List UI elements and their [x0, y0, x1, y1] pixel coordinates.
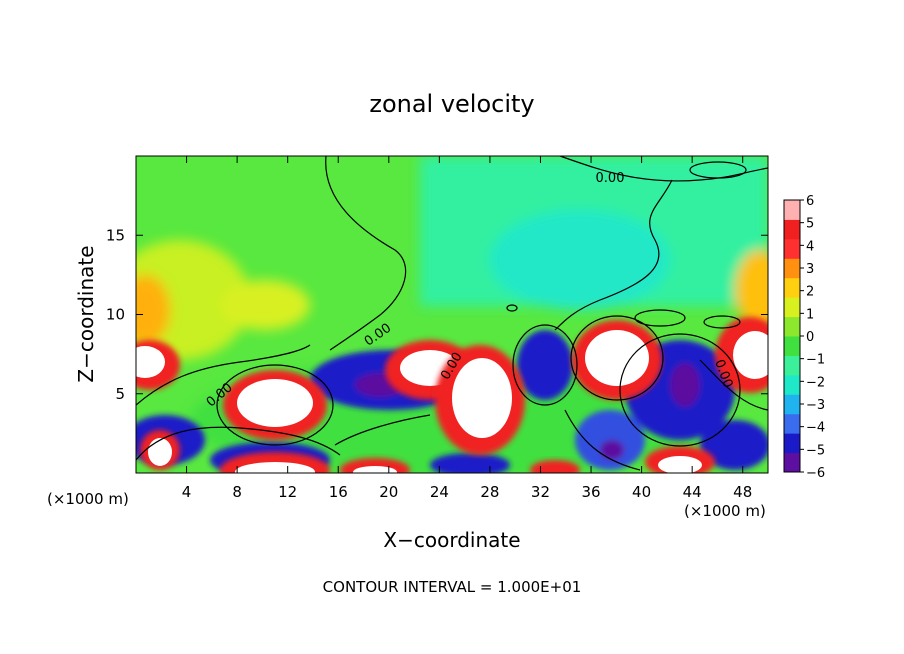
x-tick-label: 36: [581, 483, 600, 501]
colorbar-swatch: [784, 374, 800, 395]
contour-loop: [570, 315, 664, 401]
contour-line: [325, 156, 407, 351]
colorbar-swatch: [784, 355, 800, 376]
pos-cell-core: [585, 330, 649, 386]
contour-line: [136, 344, 311, 406]
colorbar-swatch: [784, 238, 800, 259]
contour-interval-note: CONTOUR INTERVAL = 1.000E+01: [323, 578, 582, 596]
colorbar-swatch: [784, 297, 800, 318]
chart-title: zonal velocity: [369, 90, 534, 118]
x-tick-label: 28: [480, 483, 499, 501]
colorbar-swatch: [784, 433, 800, 454]
field-left-orange: [136, 275, 170, 345]
pos-cell-core: [733, 331, 768, 379]
field-mid-yellow: [220, 280, 310, 330]
pos-cell-core: [353, 466, 397, 473]
x-tick-label: 4: [182, 483, 192, 501]
plot-area: 0.00 0.00 0.00 0.00 0.00: [136, 156, 768, 473]
contour-loop: [216, 364, 334, 446]
neg-cell: [575, 410, 645, 470]
contour-loop: [512, 324, 578, 406]
colorbar-label: 5: [806, 217, 814, 232]
colorbar-swatch: [784, 452, 800, 473]
contour-label: 0.00: [596, 171, 625, 186]
colorbar-label: −2: [806, 375, 825, 390]
colorbar-swatch: [784, 258, 800, 279]
colorbar-label: −4: [806, 421, 825, 436]
contour-loop: [619, 333, 741, 447]
contour-line: [554, 179, 673, 331]
colorbar-swatch: [784, 219, 800, 240]
neg-cell: [700, 420, 768, 470]
contour-loop: [634, 309, 686, 327]
colorbar-swatch: [784, 200, 800, 220]
contour-loop: [506, 304, 518, 312]
colorbar-swatch: [784, 336, 800, 356]
x-tick-label: 44: [683, 483, 702, 501]
x-axis-label: X−coordinate: [383, 528, 520, 552]
y-axis-ticks: 5 10 15: [106, 226, 768, 403]
colorbar-label: 4: [806, 239, 814, 254]
pos-cell-core: [237, 379, 313, 427]
x-tick-label: 16: [329, 483, 348, 501]
zero-contours: [136, 156, 768, 471]
x-tick-label: 12: [278, 483, 297, 501]
field-cyan-core: [490, 210, 670, 310]
x-tick-label: 32: [531, 483, 550, 501]
positive-cells: [136, 317, 768, 473]
y-tick-label: 5: [115, 385, 125, 403]
y-tick-label: 10: [106, 306, 125, 324]
neg-cell-core: [670, 363, 700, 407]
neg-cell: [517, 330, 573, 400]
pos-cell-core: [136, 346, 165, 378]
pos-cell-core: [148, 438, 172, 466]
x-tick-label: 48: [733, 483, 752, 501]
colorbar-label: 6: [806, 194, 814, 209]
contour-loop: [689, 161, 747, 179]
colorbar-label: 1: [806, 307, 814, 322]
contour-line: [136, 426, 341, 461]
field-right-yellow: [735, 250, 768, 330]
x-tick-label: 40: [632, 483, 651, 501]
neg-cell-core: [600, 440, 624, 460]
y-axis-label: Z−coordinate: [74, 245, 98, 382]
colorbar-label: 3: [806, 262, 814, 277]
colorbar-swatch: [784, 316, 800, 337]
pos-cell-core: [235, 462, 315, 473]
colorbar-label: −3: [806, 398, 825, 413]
pos-cell-core: [658, 456, 702, 473]
colorbar-swatch: [784, 413, 800, 434]
colorbar-label: 2: [806, 285, 814, 300]
pos-cell-core: [452, 358, 512, 438]
contour-line: [564, 409, 641, 471]
x-unit-left: (×1000 m): [47, 490, 129, 508]
colorbar: 6 5 4 3 2 1 0 −1 −2 −3 −4 −5 −6: [783, 194, 825, 481]
colorbar-label: 0: [806, 330, 814, 345]
colorbar-label: −5: [806, 443, 825, 458]
colorbar-label: −1: [806, 353, 825, 368]
x-unit-right: (×1000 m): [684, 502, 766, 520]
x-tick-label: 8: [232, 483, 242, 501]
x-axis-ticks: 4 8 12 16 20 24 28 32 36 40 44 48: [182, 156, 752, 501]
x-tick-label: 20: [379, 483, 398, 501]
y-tick-label: 15: [106, 226, 125, 244]
colorbar-swatch: [784, 277, 800, 298]
x-tick-label: 24: [430, 483, 449, 501]
colorbar-label: −6: [806, 466, 825, 481]
pos-cell: [530, 460, 580, 473]
contour-line: [699, 359, 768, 411]
contour-loop: [703, 315, 741, 329]
colorbar-swatch: [784, 394, 800, 415]
contour-line: [334, 414, 431, 446]
